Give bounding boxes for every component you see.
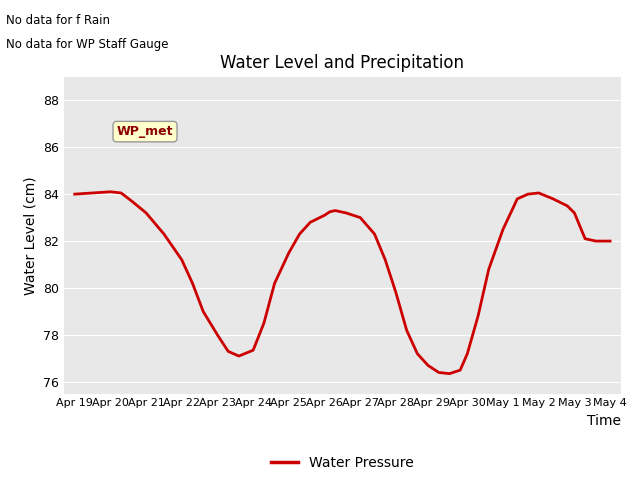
Legend: Water Pressure: Water Pressure xyxy=(265,450,420,475)
Text: No data for f Rain: No data for f Rain xyxy=(6,14,111,27)
Title: Water Level and Precipitation: Water Level and Precipitation xyxy=(220,54,465,72)
Y-axis label: Water Level (cm): Water Level (cm) xyxy=(24,176,38,295)
Text: WP_met: WP_met xyxy=(116,125,173,138)
Text: No data for WP Staff Gauge: No data for WP Staff Gauge xyxy=(6,38,169,51)
X-axis label: Time: Time xyxy=(587,414,621,428)
